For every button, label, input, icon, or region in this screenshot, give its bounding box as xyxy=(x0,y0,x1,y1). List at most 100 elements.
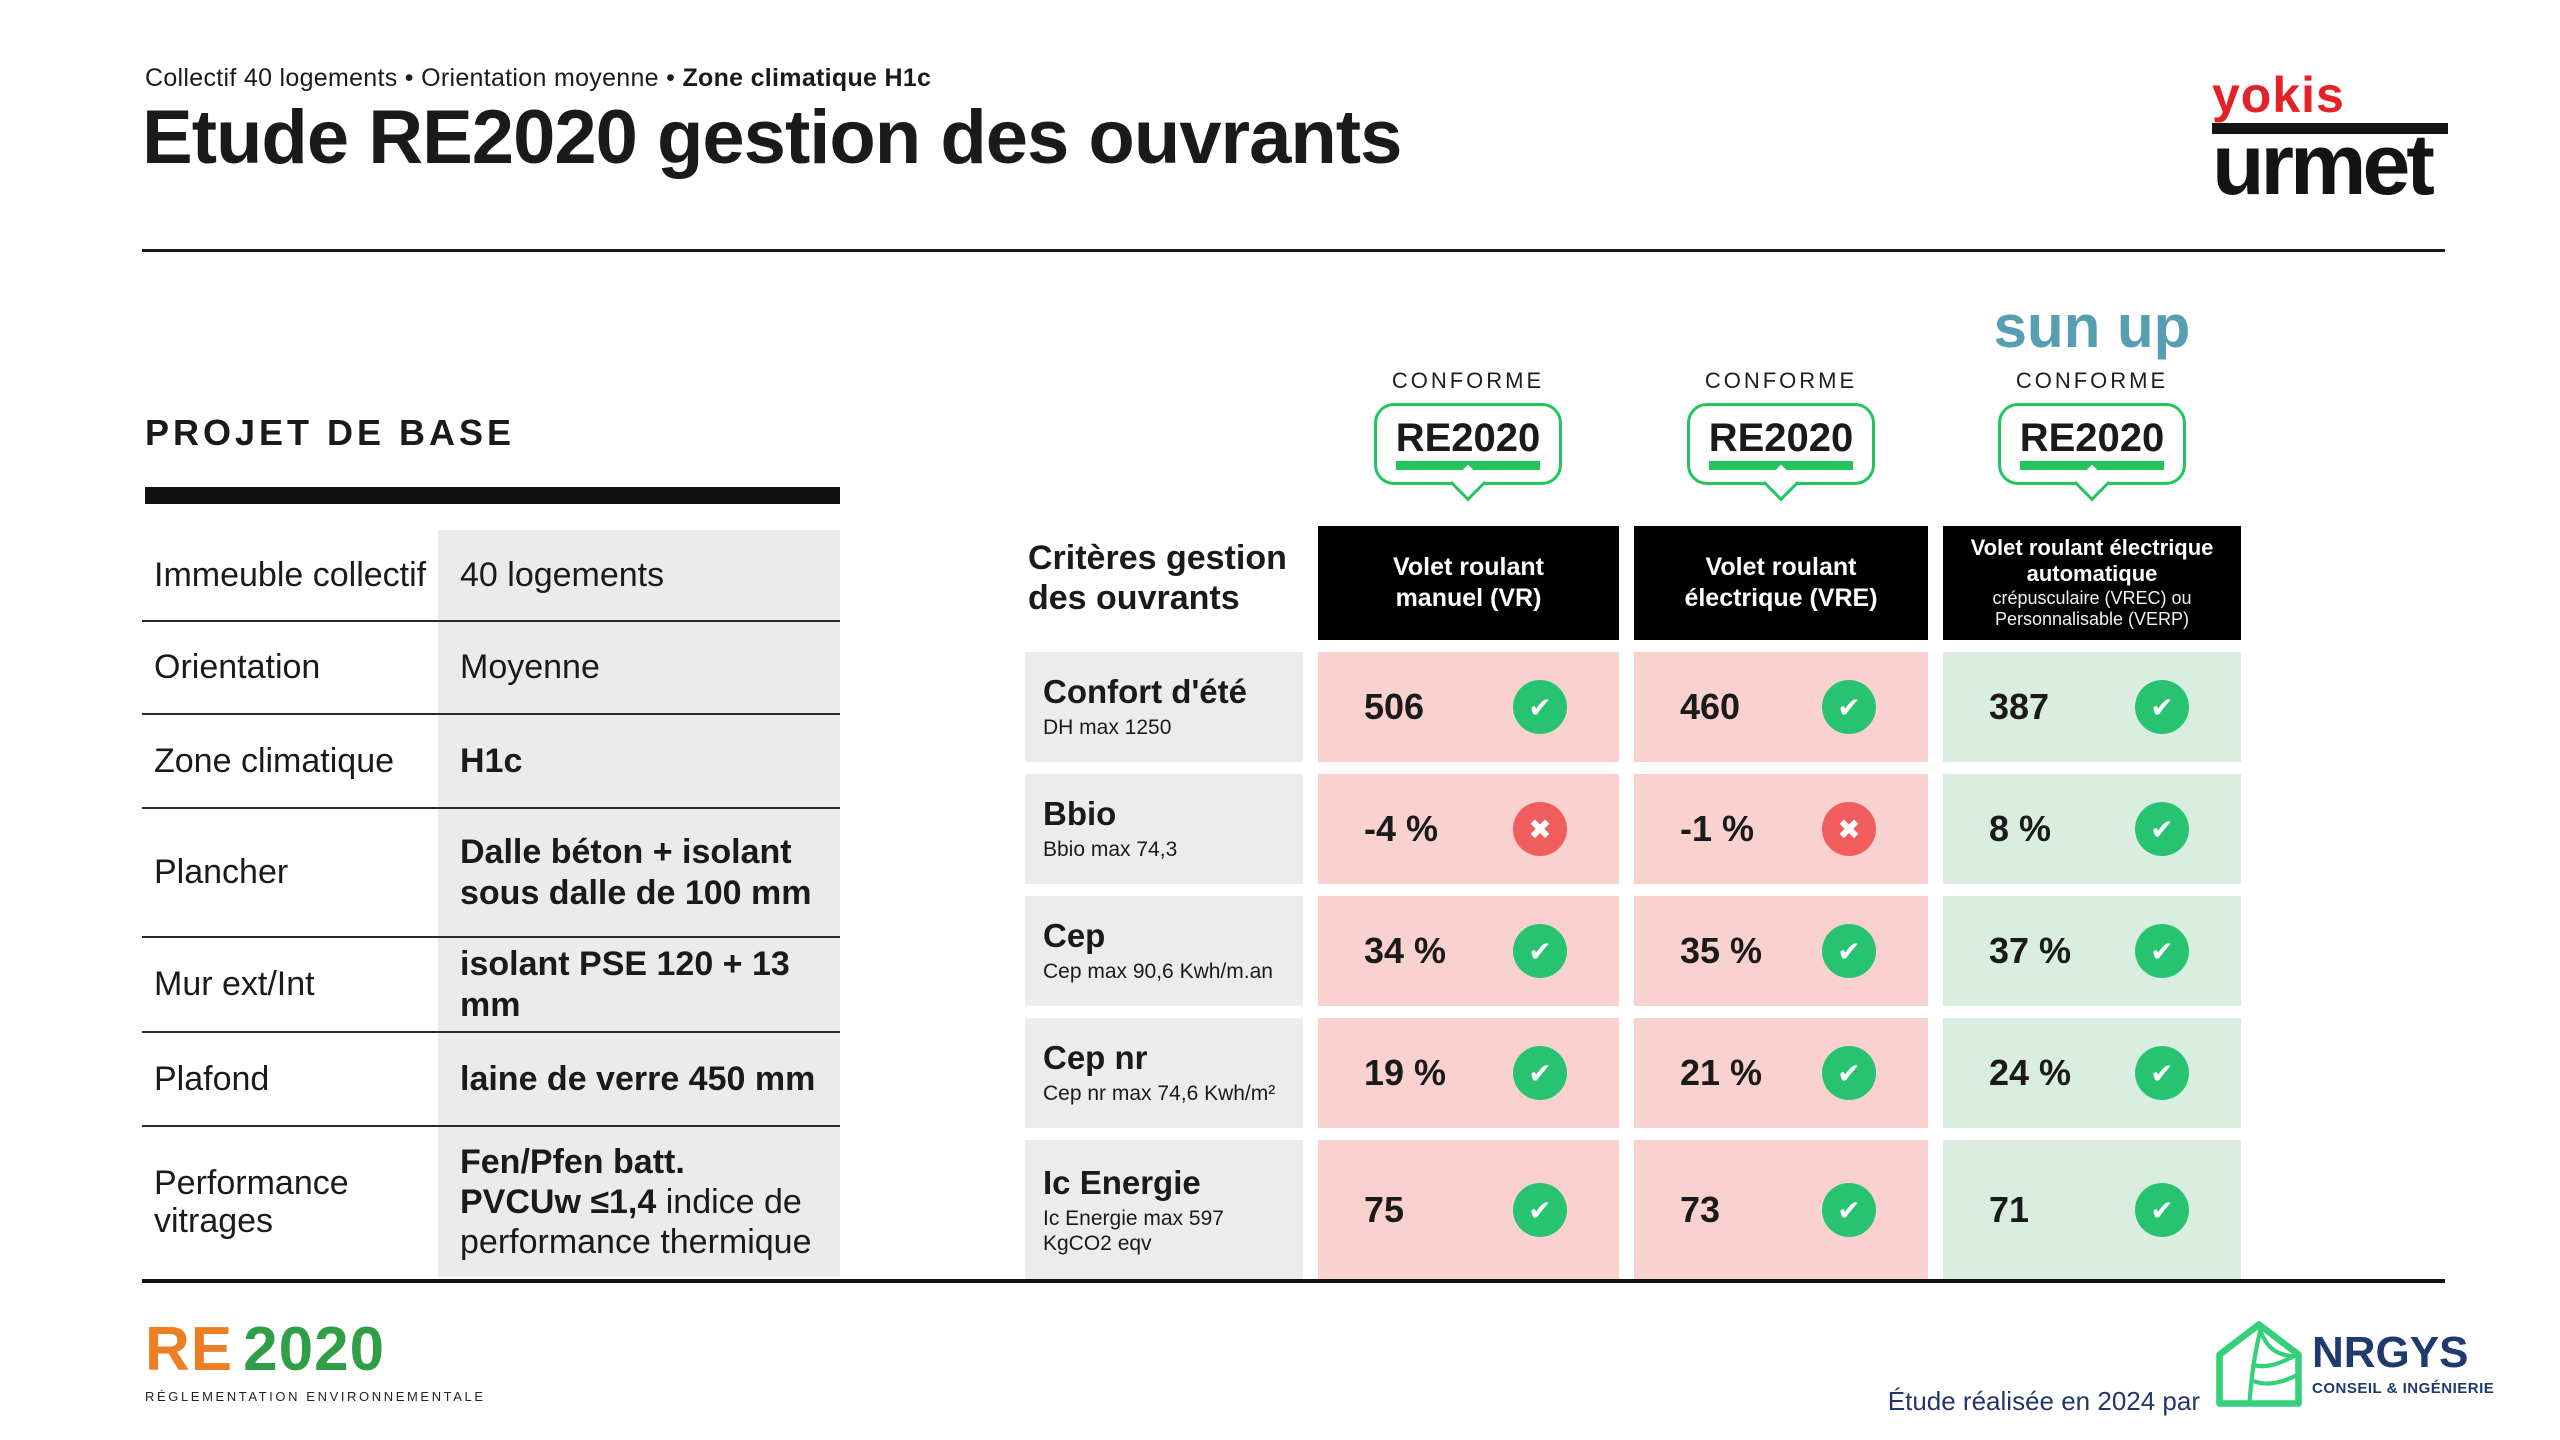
yokis-logo-text: yokis xyxy=(2212,67,2345,123)
nrgys-logo-text: NRGYS CONSEIL & INGÉNIERIE xyxy=(2312,1328,2495,1398)
urmet-logo-bar xyxy=(2212,123,2448,134)
criteria-threshold: Cep nr max 74,6 Kwh/m² xyxy=(1043,1082,1276,1106)
column-header-line: Volet roulant xyxy=(1393,552,1544,581)
criteria-row-cep-nr: Cep nr Cep nr max 74,6 Kwh/m² 19 % ✔ 21 … xyxy=(1025,1018,2241,1128)
re2020-badge-label: RE2020 xyxy=(2019,416,2165,460)
projet-row-label: Plancher xyxy=(154,853,289,892)
sunup-logo: sun up xyxy=(1993,293,2191,360)
value-text: 8 % xyxy=(1989,808,2052,849)
projet-value-rest: indice de performance thermique xyxy=(460,1182,812,1262)
value-cell: -1 % ✖ xyxy=(1634,774,1928,884)
projet-row-value: 40 logements xyxy=(438,530,840,620)
projet-value-bold: PVCUw ≤1,4 xyxy=(460,1182,657,1221)
projet-row-vitrages: Performance vitrages Fen/Pfen batt. PVCU… xyxy=(142,1127,840,1277)
criteria-row-cep: Cep Cep max 90,6 Kwh/m.an 34 % ✔ 35 % ✔ … xyxy=(1025,896,2241,1006)
projet-row-label: Zone climatique xyxy=(154,741,395,780)
table-bottom-rule xyxy=(142,1279,2445,1283)
status-pass-icon: ✔ xyxy=(1513,1183,1567,1237)
status-pass-icon: ✔ xyxy=(2135,1046,2189,1100)
projet-row-plancher: Plancher Dalle béton + isolant sous dall… xyxy=(142,809,840,938)
value-text: 71 xyxy=(1989,1189,2030,1230)
projet-row-zone: Zone climatique H1c xyxy=(142,715,840,809)
re2020-logo-year: 2020 xyxy=(243,1315,386,1384)
value-cell: 75 ✔ xyxy=(1318,1140,1619,1280)
projet-value-bold-line: Fen/Pfen batt. xyxy=(460,1142,685,1181)
status-pass-icon: ✔ xyxy=(2135,802,2189,856)
projet-row-value: Fen/Pfen batt. PVCUw ≤1,4 indice de perf… xyxy=(438,1127,840,1277)
criteria-row-ic-energie: Ic Energie Ic Energie max 597 KgCO2 eqv … xyxy=(1025,1140,2241,1280)
yokis-urmet-logo: yokis urmet xyxy=(2212,67,2448,213)
projet-heading-underline xyxy=(145,487,840,504)
conforme-badge-vrec: CONFORME RE2020 xyxy=(1982,368,2202,502)
value-text: 34 % xyxy=(1364,930,1447,971)
status-pass-icon: ✔ xyxy=(1513,1046,1567,1100)
projet-table: Immeuble collectif 40 logements Orientat… xyxy=(142,530,840,1277)
value-cell: 506 ✔ xyxy=(1318,652,1619,762)
breadcrumb-bold: Zone climatique H1c xyxy=(682,64,932,92)
nrgys-tagline: CONSEIL & INGÉNIERIE xyxy=(2312,1380,2495,1397)
projet-row-label: Performance vitrages xyxy=(154,1163,349,1240)
criteria-heading: Critères gestion des ouvrants xyxy=(1028,539,1287,618)
value-cell: 460 ✔ xyxy=(1634,652,1928,762)
projet-row-label: Mur ext/Int xyxy=(154,965,315,1004)
projet-de-base-heading: PROJET DE BASE xyxy=(145,412,516,453)
nrgys-logo: NRGYS CONSEIL & INGÉNIERIE xyxy=(2212,1316,2494,1412)
status-pass-icon: ✔ xyxy=(1822,1046,1876,1100)
re2020-badge: RE2020 xyxy=(1998,403,2186,502)
credit-text: Étude réalisée en 2024 par xyxy=(1887,1386,2200,1416)
conforme-label: CONFORME xyxy=(1391,368,1545,393)
column-header-volet-automatique: Volet roulant électrique automatique cré… xyxy=(1943,526,2241,640)
column-header-volet-manuel: Volet roulant manuel (VR) xyxy=(1318,526,1619,640)
nrgys-name: NRGYS xyxy=(2312,1328,2469,1377)
criteria-threshold: Ic Energie max 597 KgCO2 eqv xyxy=(1043,1207,1224,1255)
column-header-line: manuel (VR) xyxy=(1395,584,1542,612)
value-text: 387 xyxy=(1989,686,2050,727)
criteria-label-cell: Confort d'été DH max 1250 xyxy=(1025,652,1303,762)
value-text: -1 % xyxy=(1680,808,1755,849)
re2020-badge-label: RE2020 xyxy=(1708,416,1854,460)
status-pass-icon: ✔ xyxy=(1513,924,1567,978)
value-cell: 387 ✔ xyxy=(1943,652,2241,762)
column-header-line: automatique xyxy=(2026,561,2158,587)
conforme-label: CONFORME xyxy=(1704,368,1858,393)
value-cell: 35 % ✔ xyxy=(1634,896,1928,1006)
page-title: Etude RE2020 gestion des ouvrants xyxy=(142,95,1402,180)
urmet-logo-text: urmet xyxy=(2212,117,2435,213)
conforme-badge-vr: CONFORME RE2020 xyxy=(1358,368,1578,502)
re2020-badge-label: RE2020 xyxy=(1395,416,1541,460)
status-pass-icon: ✔ xyxy=(2135,680,2189,734)
projet-row-value: isolant PSE 120 + 13 mm xyxy=(438,938,840,1031)
criteria-name: Cep xyxy=(1043,917,1106,955)
value-text: 35 % xyxy=(1680,930,1763,971)
criteria-threshold: Cep max 90,6 Kwh/m.an xyxy=(1043,960,1273,984)
value-cell: 71 ✔ xyxy=(1943,1140,2241,1280)
projet-row-immeuble: Immeuble collectif 40 logements xyxy=(142,530,840,622)
projet-row-mur: Mur ext/Int isolant PSE 120 + 13 mm xyxy=(142,938,840,1033)
criteria-threshold: Bbio max 74,3 xyxy=(1043,838,1178,862)
status-pass-icon: ✔ xyxy=(1513,680,1567,734)
re2020-badge-pointer xyxy=(1449,464,1487,502)
criteria-row-bbio: Bbio Bbio max 74,3 -4 % ✖ -1 % ✖ 8 % ✔ xyxy=(1025,774,2241,884)
projet-row-value: Moyenne xyxy=(438,622,840,713)
criteria-label-cell: Bbio Bbio max 74,3 xyxy=(1025,774,1303,884)
re2020-logo-re: RE xyxy=(145,1315,234,1384)
status-fail-icon: ✖ xyxy=(1513,802,1567,856)
value-text: 19 % xyxy=(1364,1052,1447,1093)
value-text: 75 xyxy=(1364,1189,1405,1230)
value-text: 37 % xyxy=(1989,930,2072,971)
breadcrumb: Collectif 40 logements • Orientation moy… xyxy=(145,64,931,93)
column-header-subtitle: crépusculaire (VREC) ou xyxy=(1992,587,2192,608)
criteria-label-cell: Cep Cep max 90,6 Kwh/m.an xyxy=(1025,896,1303,1006)
re2020-badge-pointer xyxy=(1762,464,1800,502)
status-pass-icon: ✔ xyxy=(1822,1183,1876,1237)
projet-row-label: Immeuble collectif xyxy=(154,555,427,594)
projet-row-label: Orientation xyxy=(154,648,321,687)
column-header-volet-electrique: Volet roulant électrique (VRE) xyxy=(1634,526,1928,640)
conforme-label: CONFORME xyxy=(2015,368,2169,393)
conforme-badge-vre: CONFORME RE2020 xyxy=(1671,368,1891,502)
status-pass-icon: ✔ xyxy=(2135,1183,2189,1237)
criteria-threshold: DH max 1250 xyxy=(1043,716,1172,740)
criteria-name: Ic Energie xyxy=(1043,1164,1201,1202)
projet-row-plafond: Plafond laine de verre 450 mm xyxy=(142,1033,840,1127)
